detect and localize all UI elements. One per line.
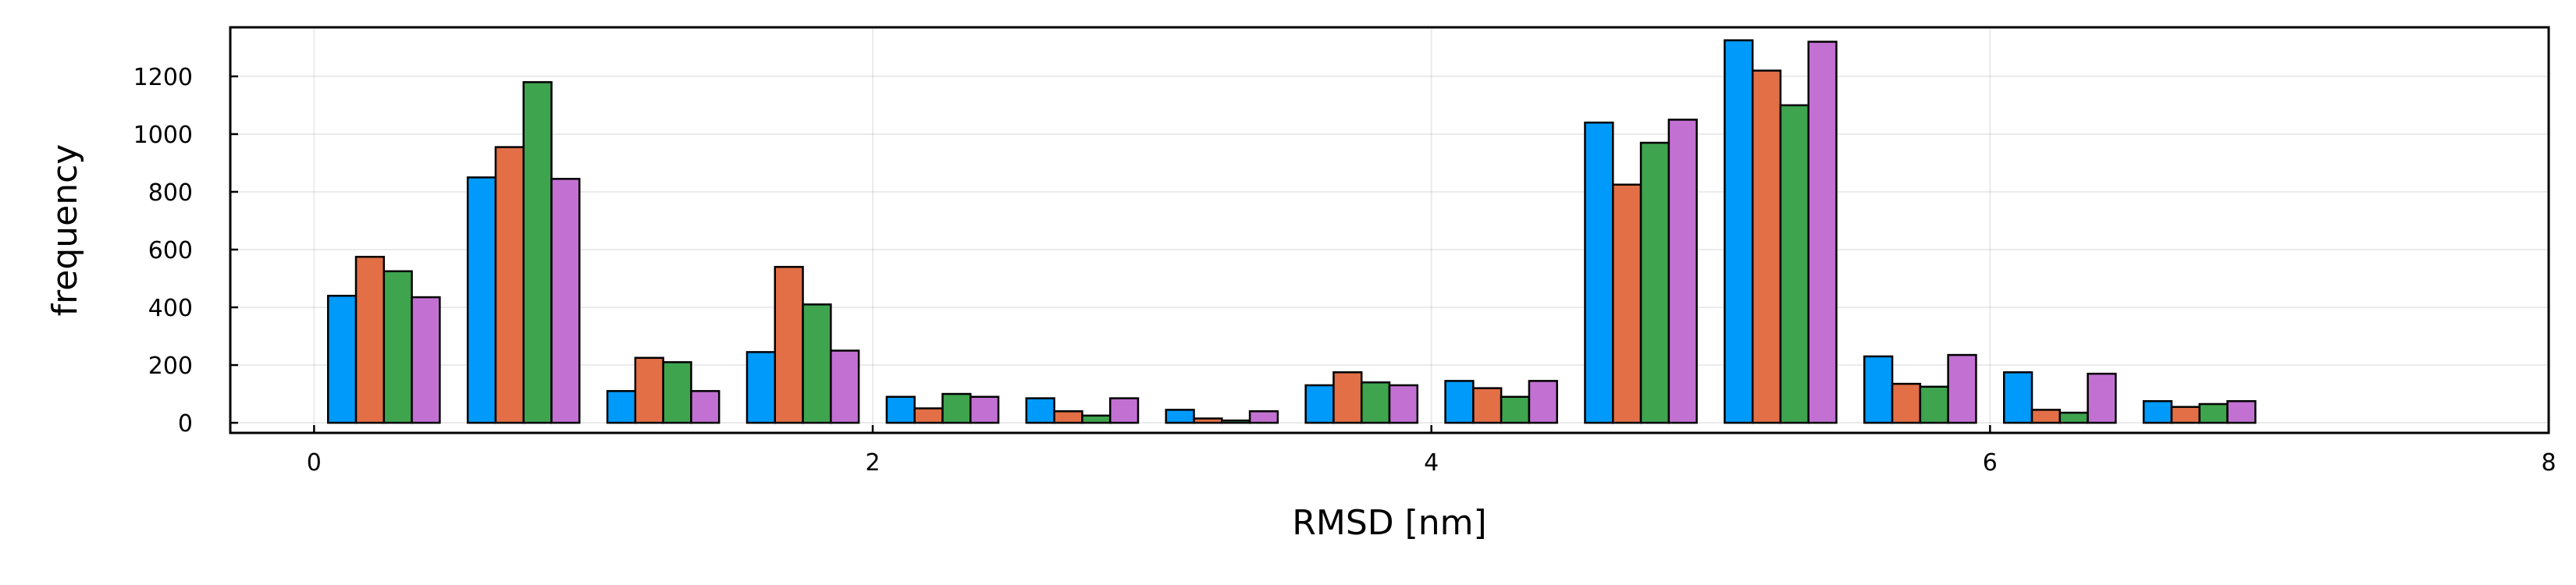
bar-series-2-bin-6 [1053, 410, 1083, 424]
bar-series-3-bin-6 [1081, 414, 1112, 424]
bar-series-2-bin-13 [2030, 409, 2062, 424]
bar-series-2-bin-10 [1612, 183, 1642, 424]
x-axis-title: RMSD [nm] [1292, 503, 1486, 543]
bar-series-4-bin-13 [2087, 372, 2117, 424]
bar-series-1-bin-13 [2002, 371, 2033, 424]
bar-series-2-bin-14 [2170, 406, 2201, 424]
bar-series-2-bin-11 [1751, 69, 1782, 424]
bar-series-4-bin-12 [1947, 353, 1977, 424]
bars [326, 39, 2257, 424]
bar-series-4-bin-1 [411, 296, 441, 424]
bar-series-3-bin-9 [1500, 395, 1531, 424]
y-tick-label: 600 [148, 237, 193, 264]
bar-series-1-bin-11 [1724, 39, 1754, 424]
bar-series-1-bin-10 [1584, 121, 1614, 424]
bar-series-3-bin-3 [662, 361, 692, 424]
bar-series-1-bin-7 [1165, 409, 1195, 424]
bar-series-2-bin-9 [1472, 387, 1503, 424]
bar-series-3-bin-10 [1639, 141, 1670, 424]
bar-series-1-bin-1 [326, 294, 358, 424]
bar-series-1-bin-6 [1025, 397, 1055, 424]
bar-series-4-bin-6 [1108, 397, 1140, 424]
bar-series-4-bin-11 [1807, 41, 1838, 424]
bar-series-2-bin-7 [1193, 417, 1223, 424]
bar-series-3-bin-2 [522, 81, 553, 424]
bar-series-2-bin-8 [1332, 371, 1363, 424]
bar-series-4-bin-2 [550, 178, 581, 424]
y-tick-label: 1200 [133, 64, 193, 91]
bar-series-4-bin-8 [1388, 384, 1419, 424]
bar-series-3-bin-5 [941, 392, 972, 424]
bar-series-2-bin-1 [354, 255, 386, 424]
bar-series-3-bin-7 [1221, 419, 1251, 424]
bar-series-2-bin-4 [774, 265, 804, 424]
bar-series-3-bin-1 [382, 270, 413, 424]
y-tick-label: 800 [148, 179, 193, 207]
bar-series-4-bin-7 [1248, 410, 1279, 424]
bar-series-4-bin-14 [2226, 400, 2257, 424]
plot-frame [229, 26, 2550, 434]
bar-series-1-bin-4 [745, 351, 777, 424]
x-tick-label: 2 [865, 449, 880, 477]
bar-series-1-bin-14 [2142, 400, 2173, 424]
bar-series-4-bin-9 [1528, 380, 1558, 424]
bar-series-4-bin-5 [970, 395, 1000, 424]
axis-ticks: 0 2 4 6 8 0 200 400 600 800 1000 1200 [133, 64, 2556, 477]
bar-series-3-bin-14 [2198, 402, 2229, 424]
bar-series-1-bin-5 [885, 395, 916, 424]
bar-series-2-bin-5 [913, 407, 944, 424]
bar-series-1-bin-8 [1304, 384, 1335, 424]
bar-series-4-bin-4 [830, 349, 860, 424]
bar-series-3-bin-11 [1779, 104, 1809, 424]
x-tick-label: 4 [1424, 449, 1439, 477]
bar-series-4-bin-3 [690, 390, 720, 424]
bar-series-2-bin-12 [1891, 382, 1922, 424]
bar-series-3-bin-12 [1919, 385, 1949, 424]
y-tick-label: 0 [178, 410, 193, 438]
bar-series-3-bin-4 [802, 303, 832, 424]
bar-series-3-bin-13 [2058, 411, 2089, 424]
bar-series-1-bin-12 [1863, 355, 1894, 424]
x-tick-label: 6 [1983, 449, 1998, 477]
bar-series-1-bin-3 [606, 390, 637, 424]
x-tick-label: 8 [2541, 449, 2556, 477]
bar-series-3-bin-8 [1360, 381, 1391, 424]
bar-series-1-bin-9 [1444, 380, 1475, 424]
y-tick-label: 200 [148, 353, 193, 380]
bar-series-4-bin-10 [1667, 119, 1698, 424]
y-axis-title: frequency [45, 144, 85, 317]
bar-series-2-bin-2 [494, 146, 525, 424]
y-tick-label: 1000 [133, 122, 193, 149]
x-tick-label: 0 [307, 449, 322, 477]
y-tick-label: 400 [148, 295, 193, 322]
bar-series-2-bin-3 [634, 356, 664, 424]
bar-series-1-bin-2 [466, 176, 497, 424]
